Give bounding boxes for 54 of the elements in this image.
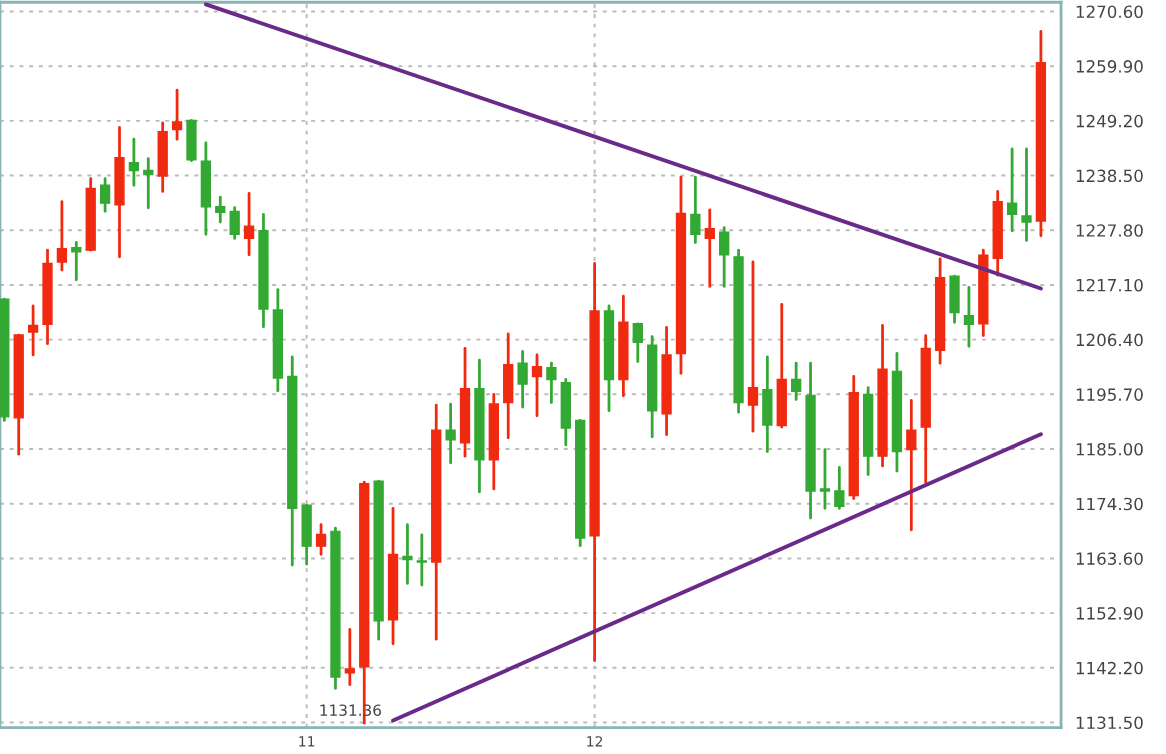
y-tick-label: 1152.90 <box>1076 607 1143 620</box>
y-tick-label: 1217.10 <box>1076 278 1143 292</box>
candlestick <box>834 466 845 510</box>
candlestick <box>1021 147 1032 242</box>
candlestick <box>949 274 960 324</box>
candlestick <box>531 353 543 418</box>
candlestick <box>56 200 68 272</box>
y-tick-label: 1270.60 <box>1076 5 1143 19</box>
candlestick <box>200 141 212 236</box>
candlestick <box>99 177 111 213</box>
candlestick <box>632 322 643 363</box>
y-tick-label: 1249.20 <box>1076 114 1143 128</box>
y-tick-label: 1206.40 <box>1076 333 1143 347</box>
candlestick <box>416 533 427 587</box>
candlestick <box>790 361 802 401</box>
candlestick <box>402 523 413 585</box>
y-tick-label: 1174.30 <box>1076 497 1143 511</box>
y-tick-label: 1227.80 <box>1076 224 1143 237</box>
candlestick <box>157 121 168 193</box>
candlestick <box>27 304 39 357</box>
candlestick <box>719 226 730 288</box>
candlestick <box>301 503 312 566</box>
candlestick <box>690 175 701 244</box>
candlestick <box>171 88 183 141</box>
candlestick <box>344 628 356 687</box>
candlestick <box>445 402 456 465</box>
candlestick <box>503 332 514 440</box>
candlestick <box>517 350 528 409</box>
candlestick <box>747 260 759 433</box>
y-tick-label: 1259.90 <box>1076 60 1143 73</box>
candlestick <box>128 137 140 187</box>
candlestick <box>560 378 571 447</box>
candlestick <box>963 286 975 348</box>
y-tick-label: 1131.50 <box>1076 716 1143 730</box>
candlestick <box>143 157 154 210</box>
candlestick <box>229 206 240 240</box>
candlestick <box>704 208 715 288</box>
candlestick <box>906 399 917 532</box>
candlestick <box>315 523 327 556</box>
candlestick <box>819 448 831 510</box>
candlestick <box>186 118 197 163</box>
y-tick-label: 1195.70 <box>1076 388 1143 401</box>
candlestick <box>776 302 787 429</box>
y-tick-label: 1185.00 <box>1076 442 1143 456</box>
candlestick <box>215 195 226 224</box>
candlestick <box>243 192 255 257</box>
y-tick-label: 1238.50 <box>1076 169 1143 183</box>
y-tick-label: 1163.60 <box>1076 552 1143 565</box>
candlestick <box>762 355 773 453</box>
candlestick <box>114 126 125 259</box>
candlestick <box>1006 147 1018 233</box>
y-tick-label: 1142.20 <box>1076 661 1143 675</box>
candlestick <box>71 241 82 282</box>
candlestick <box>546 361 557 404</box>
